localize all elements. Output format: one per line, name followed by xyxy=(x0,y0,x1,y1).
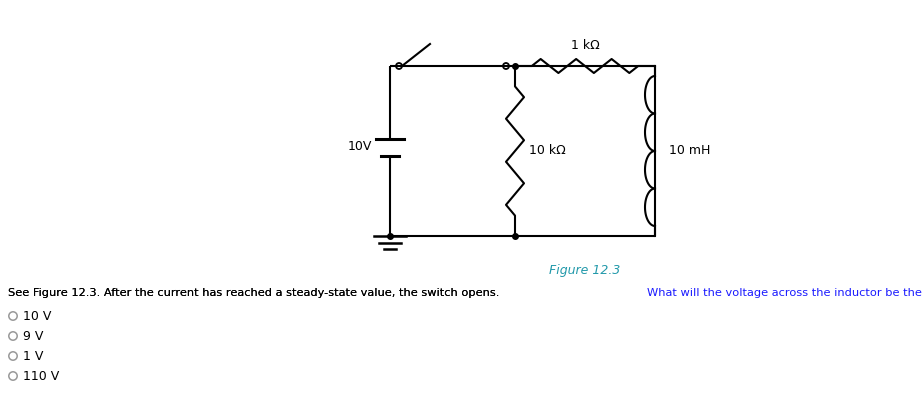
Text: 9 V: 9 V xyxy=(23,329,43,343)
Text: 1 V: 1 V xyxy=(23,350,43,362)
Text: 10 mH: 10 mH xyxy=(669,145,711,158)
Text: 10V: 10V xyxy=(348,141,372,154)
Text: 1 kΩ: 1 kΩ xyxy=(570,39,599,52)
Text: 10 V: 10 V xyxy=(23,310,52,322)
Text: See Figure 12.3. After the current has reached a steady-state value, the switch : See Figure 12.3. After the current has r… xyxy=(8,288,503,298)
Text: What will the voltage across the inductor be the instant that the switch opens?: What will the voltage across the inducto… xyxy=(647,288,923,298)
Text: Figure 12.3: Figure 12.3 xyxy=(549,264,620,277)
Text: See Figure 12.3. After the current has reached a steady-state value, the switch : See Figure 12.3. After the current has r… xyxy=(8,288,503,298)
Text: 10 kΩ: 10 kΩ xyxy=(529,145,566,158)
Text: 110 V: 110 V xyxy=(23,369,59,383)
